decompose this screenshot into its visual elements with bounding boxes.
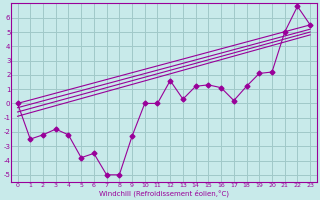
- X-axis label: Windchill (Refroidissement éolien,°C): Windchill (Refroidissement éolien,°C): [99, 189, 229, 197]
